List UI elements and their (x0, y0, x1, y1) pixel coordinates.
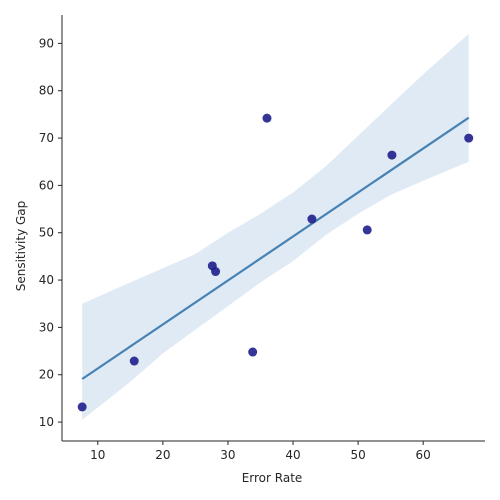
axes (61, 15, 485, 442)
x-tick-label: 20 (155, 448, 170, 462)
y-ticks: 10 20 30 40 50 60 70 80 90 (39, 36, 62, 429)
data-points-layer (77, 113, 474, 412)
regression-line-layer (81, 116, 470, 380)
data-point (362, 225, 372, 235)
y-tick-label: 10 (39, 415, 54, 429)
y-tick-label: 60 (39, 178, 54, 192)
x-tick-label: 10 (90, 448, 105, 462)
x-tick-label: 30 (220, 448, 235, 462)
x-tick-label: 50 (350, 448, 365, 462)
y-tick-label: 70 (39, 131, 54, 145)
x-tick-label: 60 (416, 448, 431, 462)
confidence-band-layer (82, 33, 469, 420)
y-tick-label: 30 (39, 320, 54, 334)
y-tick-label: 40 (39, 273, 54, 287)
data-point (211, 267, 221, 277)
y-axis-label: Sensitivity Gap (14, 201, 28, 292)
data-point (262, 113, 272, 123)
x-ticks: 10 20 30 40 50 60 (90, 441, 431, 462)
data-point (387, 150, 397, 160)
y-tick-label: 20 (39, 368, 54, 382)
y-tick-label: 90 (39, 36, 54, 50)
confidence-band (82, 33, 469, 420)
x-axis-label: Error Rate (242, 471, 303, 485)
data-point (77, 402, 87, 412)
data-point (248, 347, 258, 357)
data-point (129, 356, 139, 366)
regression-line (81, 116, 470, 380)
x-tick-label: 40 (285, 448, 300, 462)
y-tick-label: 80 (39, 84, 54, 98)
data-point (307, 214, 317, 224)
data-point (464, 133, 474, 143)
y-tick-label: 50 (39, 226, 54, 240)
